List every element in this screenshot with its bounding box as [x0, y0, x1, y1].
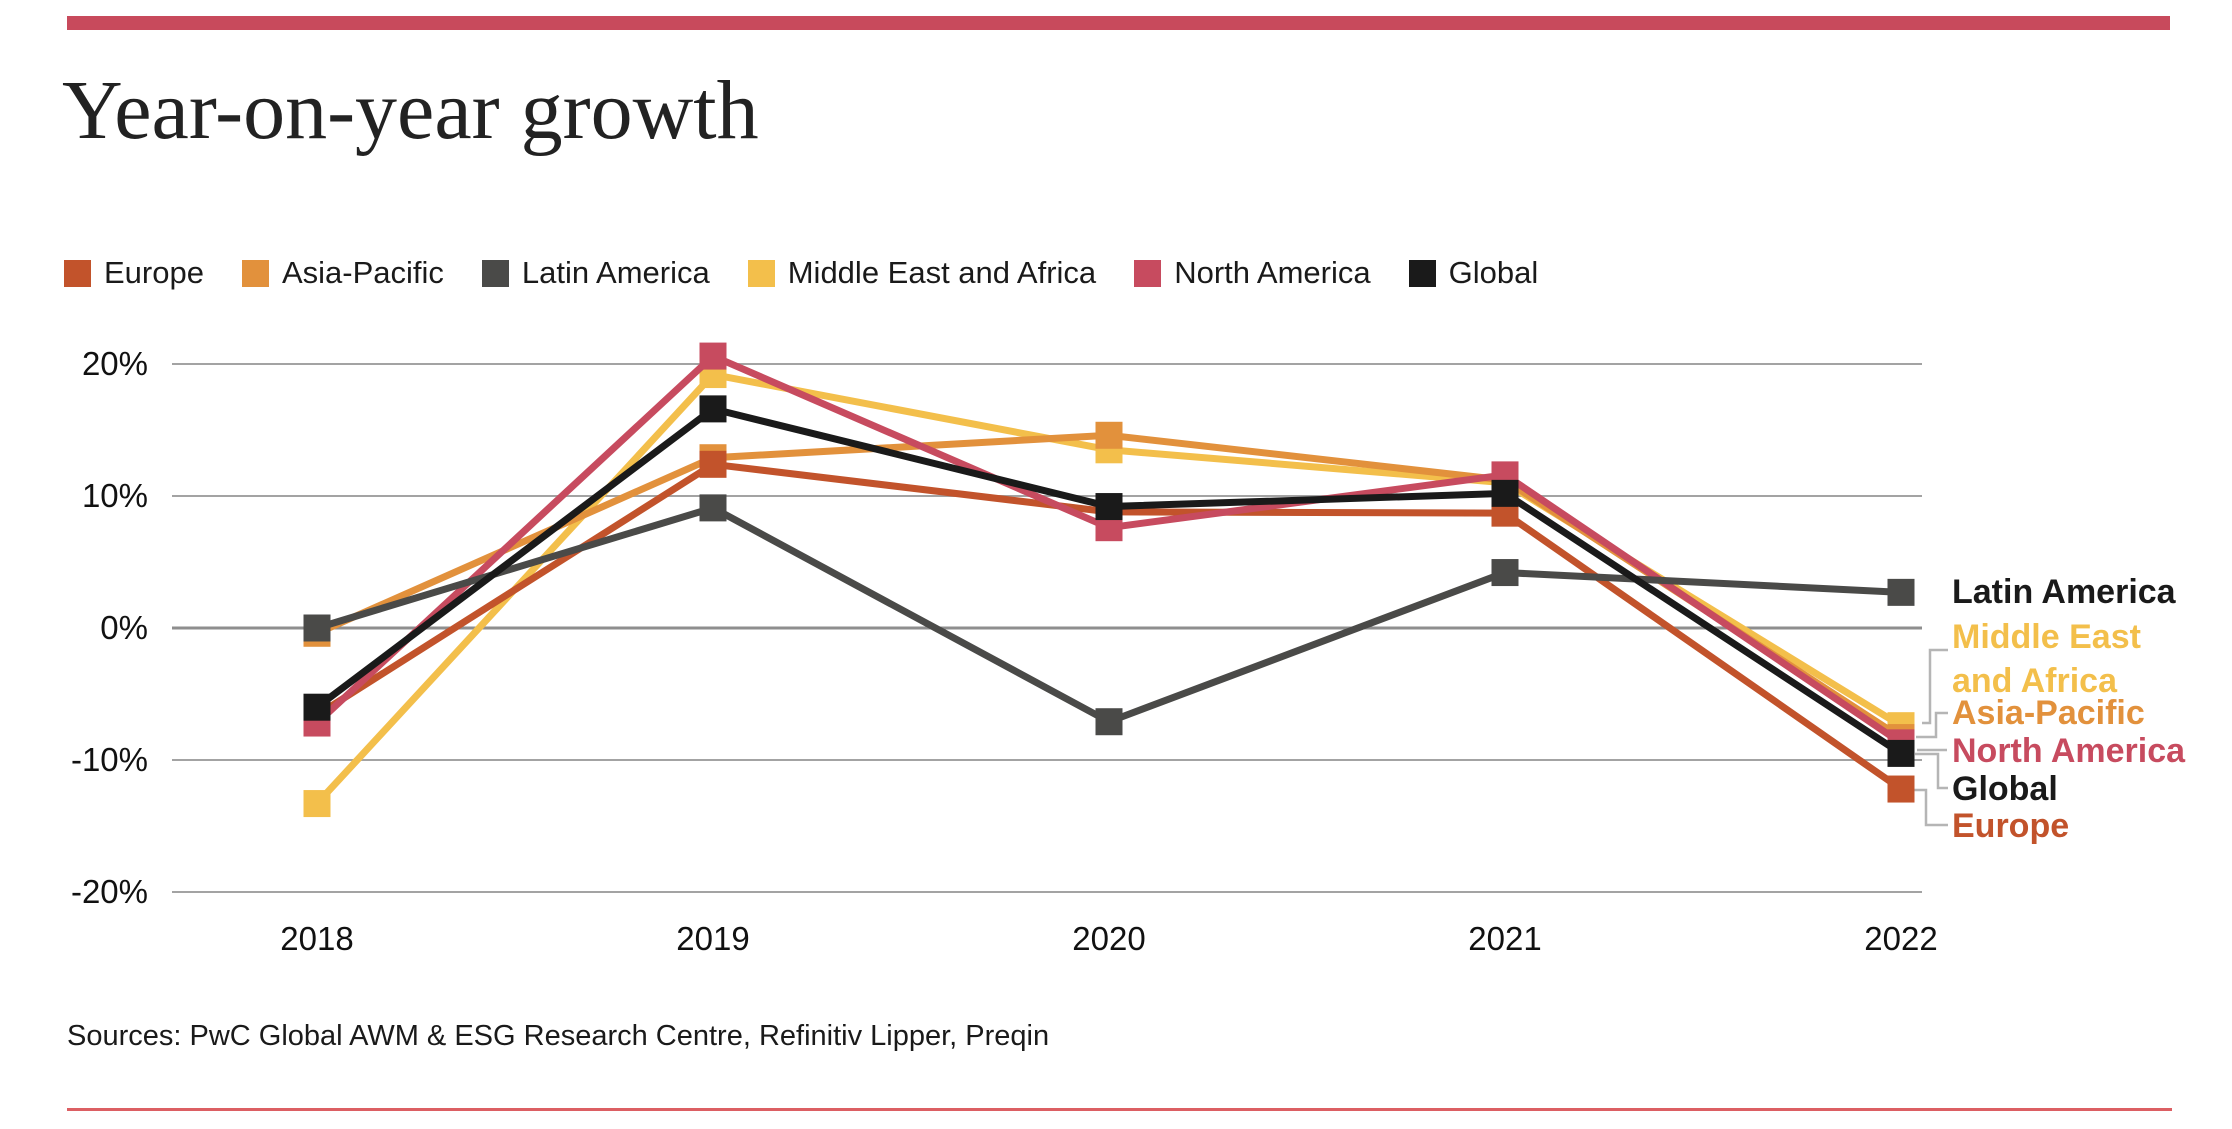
legend-label: Latin America — [521, 255, 710, 290]
legend-swatch — [1134, 259, 1162, 287]
bottom-accent-rule — [67, 1108, 2172, 1111]
legend-label: North America — [1174, 255, 1371, 290]
y-tick-label: 20% — [81, 345, 148, 382]
series-marker-north-america — [699, 342, 727, 370]
legend-swatch — [241, 259, 269, 287]
series-marker-latin-america — [1491, 559, 1519, 587]
top-accent-bar — [67, 16, 2170, 30]
y-tick-label: -10% — [70, 741, 148, 778]
legend-item-middle-east-and-africa: Middle East and Africa — [747, 255, 1097, 291]
label-connector-line — [1915, 752, 1948, 790]
legend-swatch — [747, 259, 775, 287]
label-connector-line — [1916, 711, 1948, 739]
series-marker-global — [1887, 739, 1915, 767]
legend-swatch — [1408, 259, 1436, 287]
series-marker-latin-america — [699, 494, 727, 522]
legend-item-latin-america: Latin America — [481, 255, 710, 291]
chart-legend: Europe Asia-Pacific Latin America Middle Ea… — [64, 255, 1538, 291]
x-tick-label: 2018 — [280, 920, 354, 957]
series-marker-europe — [1887, 775, 1915, 803]
y-tick-label: -20% — [70, 873, 148, 910]
series-marker-global — [699, 395, 727, 423]
legend-item-asia-pacific: Asia-Pacific — [241, 255, 444, 291]
series-marker-middle-east-and-africa — [303, 790, 331, 818]
chart-title: Year-on-year growth — [62, 64, 759, 157]
y-tick-label: 10% — [81, 477, 148, 514]
series-marker-global — [1095, 493, 1123, 521]
legend-item-europe: Europe — [64, 255, 204, 291]
end-label-line: Middle East — [1952, 618, 2141, 656]
end-label-line: Global — [1952, 770, 2058, 808]
label-connector-line — [1922, 648, 1948, 725]
series-marker-latin-america — [303, 614, 331, 642]
legend-label: Global — [1448, 255, 1539, 290]
end-label-line: and Africa — [1952, 662, 2118, 700]
end-label-europe: Europe — [1952, 804, 2069, 848]
end-label-global: Global — [1952, 767, 2058, 811]
sources-note: Sources: PwC Global AWM & ESG Research C… — [67, 1020, 1050, 1052]
series-marker-asia-pacific — [1095, 421, 1123, 449]
x-tick-label: 2020 — [1072, 920, 1146, 957]
series-marker-latin-america — [1887, 578, 1915, 606]
y-tick-label: 0% — [100, 609, 148, 646]
x-tick-label: 2022 — [1864, 920, 1938, 957]
x-tick-label: 2019 — [676, 920, 750, 957]
end-label-line: North America — [1952, 732, 2186, 770]
legend-swatch — [481, 259, 509, 287]
end-label-line: Latin America — [1952, 573, 2176, 611]
end-label-asia-pacific: Asia-Pacific — [1952, 691, 2145, 735]
series-marker-global — [303, 693, 331, 721]
series-marker-europe — [699, 450, 727, 478]
series-line-asia-pacific — [315, 431, 1903, 741]
legend-swatch — [64, 259, 91, 287]
x-tick-label: 2021 — [1468, 920, 1542, 957]
legend-item-north-america: North America — [1134, 255, 1371, 291]
series-marker-latin-america — [1095, 708, 1123, 736]
end-label-north-america: North America — [1952, 729, 2185, 773]
end-label-line: Asia-Pacific — [1952, 694, 2145, 732]
end-label-latin-america: Latin America — [1952, 570, 2176, 614]
legend-label: Europe — [104, 255, 204, 290]
series-marker-global — [1491, 479, 1519, 507]
legend-label: Middle East and Africa — [787, 255, 1097, 290]
end-label-middle-east-and-africa: Middle East and Africa — [1952, 615, 2141, 703]
end-label-line: Europe — [1952, 807, 2070, 845]
legend-label: Asia-Pacific — [281, 255, 444, 290]
label-connector-line — [1914, 788, 1948, 827]
legend-item-global: Global — [1408, 255, 1539, 291]
